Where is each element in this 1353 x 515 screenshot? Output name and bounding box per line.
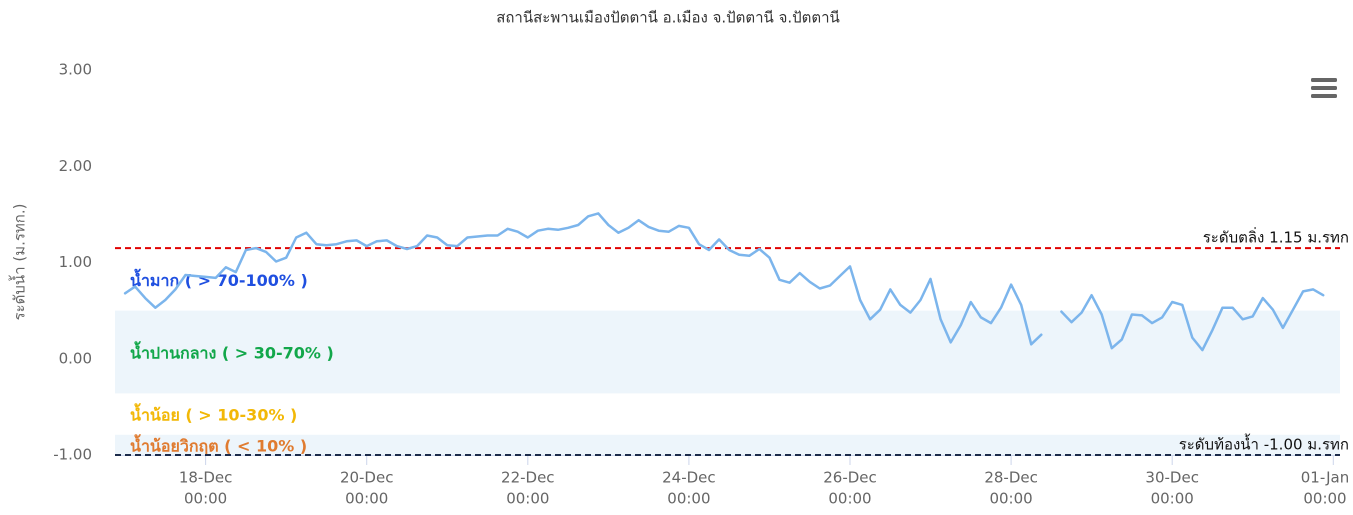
x-tick-label: 30-Dec [1145,469,1199,487]
menu-button[interactable] [1311,78,1337,98]
x-tick-label: 18-Dec [179,469,233,487]
band-label: น้ำน้อยวิกฤต ( < 10% ) [130,433,307,455]
chart-title: สถานีสะพานเมืองปัตตานี อ.เมือง จ.ปัตตานี… [496,9,840,27]
band-label: น้ำปานกลาง ( > 30-70% ) [130,341,334,363]
plot-line-label: ระดับตลิ่ง 1.15 ม.รทก [1203,227,1349,247]
x-tick-label: 00:00 [1151,490,1194,508]
band-label: น้ำน้อย ( > 10-30% ) [130,403,297,425]
x-tick-label: 00:00 [1303,490,1346,508]
band-label: น้ำมาก ( > 70-100% ) [130,268,308,290]
x-tick-label: 00:00 [667,490,710,508]
x-tick-label: 00:00 [345,490,388,508]
x-tick-label: 00:00 [828,490,871,508]
x-tick-label: 22-Dec [501,469,555,487]
y-tick-label: 2.00 [59,157,92,175]
band [115,434,1340,455]
x-tick-label: 24-Dec [662,469,716,487]
menu-bar[interactable] [1311,86,1337,90]
y-tick-label: -1.00 [53,446,92,464]
y-tick-label: 0.00 [59,349,92,367]
plot-line-label: ระดับท้องน้ำ -1.00 ม.รทก [1179,434,1349,454]
menu-bar[interactable] [1311,78,1337,82]
x-tick-label: 01-Jan [1301,469,1349,487]
menu-bar[interactable] [1311,94,1337,98]
x-tick-label: 20-Dec [340,469,394,487]
x-tick-label: 00:00 [184,490,227,508]
band [115,310,1340,394]
x-tick-label: 28-Dec [984,469,1038,487]
x-tick-label: 26-Dec [823,469,877,487]
y-axis-title: ระดับน้ำ (ม.รทก.) [9,204,29,321]
x-tick-label: 00:00 [989,490,1032,508]
x-tick-label: 00:00 [506,490,549,508]
y-tick-label: 1.00 [59,253,92,271]
y-tick-label: 3.00 [59,61,92,79]
data-line [123,212,1325,352]
